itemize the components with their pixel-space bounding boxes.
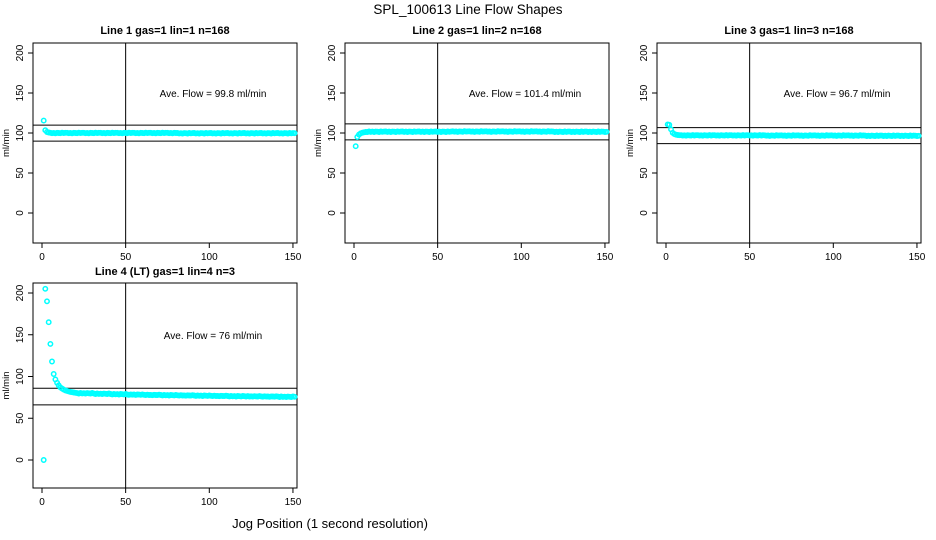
subplot-title: Line 1 gas=1 lin=1 n=168 [100, 25, 229, 37]
y-tick-label: 100 [327, 124, 338, 141]
x-tick-label: 100 [513, 252, 530, 263]
y-tick-label: 150 [15, 84, 26, 101]
flow-point [352, 143, 359, 150]
y-tick-label: 0 [639, 210, 650, 216]
y-tick-label: 150 [15, 326, 26, 343]
data-points [352, 128, 610, 150]
y-tick-label: 50 [15, 412, 26, 424]
y-tick-label: 50 [327, 167, 338, 179]
x-tick-label: 150 [909, 252, 926, 263]
y-tick-label: 100 [15, 368, 26, 385]
y-axis-label: ml/min [625, 129, 636, 157]
x-tick-label: 100 [825, 252, 842, 263]
subplot-2: Line 2 gas=1 lin=2 n=168 0 50 100 150 200 0 50 1… [313, 25, 614, 263]
x-tick-label: 50 [120, 252, 132, 263]
flow-point [40, 117, 47, 124]
flow-point [44, 298, 50, 305]
y-tick-label: 200 [327, 44, 338, 61]
subplot-3: Line 3 gas=1 lin=3 n=168 0 50 100 150 200 0 50 1… [625, 25, 926, 263]
flow-point [45, 319, 52, 326]
x-tick-label: 0 [663, 252, 669, 263]
ave-flow-annotation: Ave. Flow = 101.4 ml/min [469, 89, 581, 100]
y-axis-label: ml/min [1, 372, 12, 400]
x-tick-label: 0 [351, 252, 357, 263]
x-tick-label: 50 [432, 252, 444, 263]
subplot-title: Line 4 (LT) gas=1 lin=4 n=3 [95, 266, 235, 278]
x-tick-label: 0 [39, 497, 45, 508]
flow-point [291, 130, 298, 137]
subplot-title: Line 3 gas=1 lin=3 n=168 [724, 25, 853, 37]
x-tick-label: 50 [744, 252, 756, 263]
x-tick-label: 100 [201, 252, 218, 263]
flow-point [50, 371, 57, 377]
subplot-title: Line 2 gas=1 lin=2 n=168 [412, 25, 541, 37]
y-tick-label: 100 [15, 124, 26, 141]
x-tick-label: 150 [285, 252, 302, 263]
flow-point [47, 340, 54, 347]
flow-point [42, 285, 49, 292]
flow-point [40, 457, 47, 463]
plot-frame [32, 42, 298, 244]
x-tick-label: 50 [120, 497, 132, 508]
flow-point [291, 393, 298, 400]
y-tick-label: 150 [327, 84, 338, 101]
data-points [40, 117, 298, 137]
ave-flow-annotation: Ave. Flow = 76 ml/min [164, 331, 262, 342]
x-tick-label: 150 [597, 252, 614, 263]
flow-point [49, 358, 55, 365]
y-tick-label: 0 [15, 210, 26, 216]
x-tick-label: 150 [285, 497, 302, 508]
y-axis-label: ml/min [313, 129, 324, 157]
y-tick-label: 200 [639, 44, 650, 61]
y-axis-label: ml/min [1, 129, 12, 157]
y-tick-label: 0 [327, 210, 338, 216]
figure-title: SPL_100613 Line Flow Shapes [373, 2, 563, 17]
y-tick-label: 100 [639, 124, 650, 141]
plot-frame [344, 42, 610, 244]
ave-flow-annotation: Ave. Flow = 96.7 ml/min [784, 89, 891, 100]
y-tick-label: 0 [15, 457, 26, 463]
x-axis-label: Jog Position (1 second resolution) [232, 516, 428, 531]
plot-frame [32, 282, 298, 489]
data-points [664, 121, 922, 140]
y-tick-label: 50 [15, 167, 26, 179]
flow-point [915, 132, 922, 139]
y-tick-label: 200 [15, 284, 26, 301]
y-tick-label: 150 [639, 84, 650, 101]
subplot-4: Line 4 (LT) gas=1 lin=4 n=3 0 50 100 150 200 0… [1, 266, 302, 508]
data-points [40, 285, 298, 463]
ave-flow-annotation: Ave. Flow = 99.8 ml/min [160, 89, 267, 100]
y-tick-label: 200 [15, 44, 26, 61]
x-tick-label: 0 [39, 252, 45, 263]
flow-point [603, 128, 610, 135]
plot-frame [656, 42, 922, 244]
y-tick-label: 50 [639, 167, 650, 179]
x-tick-label: 100 [201, 497, 218, 508]
subplot-1: Line 1 gas=1 lin=1 n=168 0 50 100 150 200 0 50 1… [1, 25, 302, 263]
